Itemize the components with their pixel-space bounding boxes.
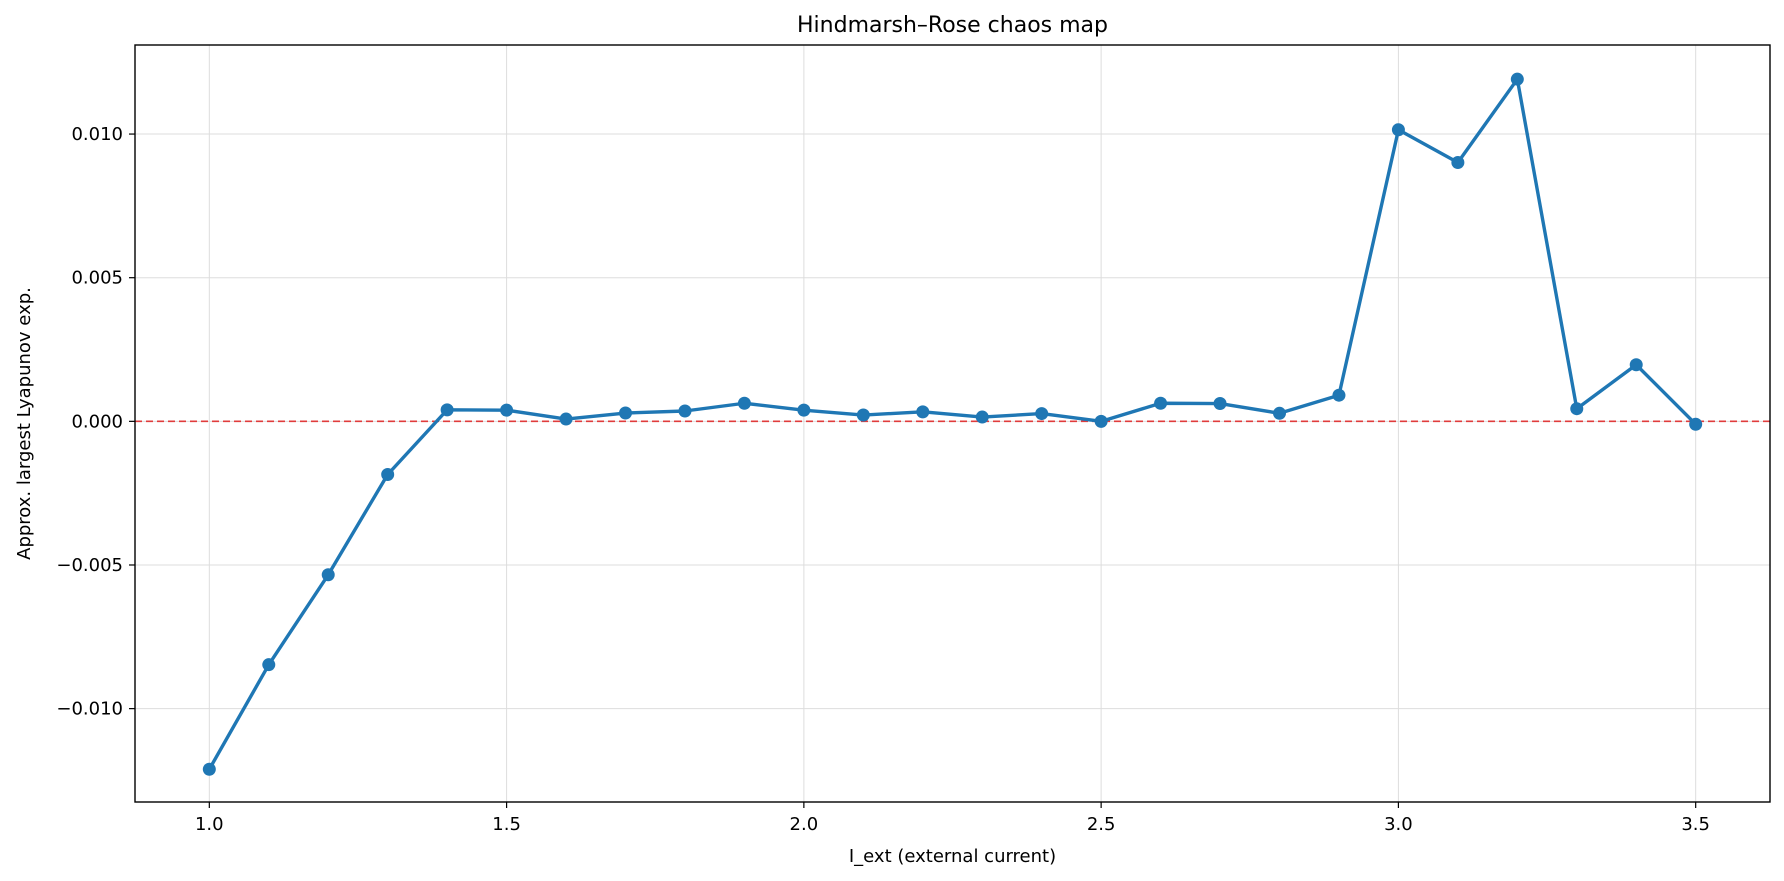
data-point: [321, 568, 335, 582]
x-tick-label: 2.5: [1087, 814, 1116, 835]
data-point: [1451, 156, 1465, 170]
y-tick-label: 0.010: [71, 124, 123, 145]
data-point: [1332, 388, 1346, 402]
data-point: [1273, 406, 1286, 420]
data-point: [1570, 402, 1584, 416]
x-tick-label: 1.5: [492, 814, 521, 835]
data-point: [1094, 414, 1108, 428]
y-tick-label: 0.005: [71, 268, 123, 289]
data-point: [619, 406, 632, 420]
plot-frame: [134, 44, 1771, 803]
data-point: [1213, 397, 1227, 411]
data-point: [797, 403, 811, 417]
x-tick-label: 3.5: [1681, 814, 1710, 835]
data-point: [1689, 417, 1703, 431]
x-tick-label: 2.0: [790, 814, 819, 835]
data-point: [1629, 358, 1643, 372]
axis-ticks: 1.0 1.5 2.0 2.5 3.0 3.5 −0.010 −0.005 0.000 0.005…: [56, 124, 1710, 835]
data-point: [262, 658, 276, 672]
data-point: [975, 410, 989, 424]
data-point: [856, 408, 870, 422]
y-tick-label: −0.010: [56, 699, 123, 720]
series-layer: [202, 72, 1703, 776]
chart-title: Hindmarsh–Rose chaos map: [797, 13, 1108, 38]
data-point: [1154, 396, 1168, 410]
y-axis-label: Approx. largest Lyapunov exp.: [14, 287, 35, 560]
data-point: [916, 405, 930, 419]
data-point: [500, 403, 514, 417]
y-tick-label: −0.005: [56, 555, 123, 576]
data-point: [1391, 123, 1405, 137]
x-tick-label: 1.0: [195, 814, 224, 835]
data-point: [1510, 72, 1524, 86]
data-point: [381, 467, 395, 481]
data-point: [678, 404, 692, 418]
data-point: [1035, 407, 1049, 421]
data-point: [202, 762, 216, 776]
x-axis-label: I_ext (external current): [849, 846, 1056, 867]
data-point: [440, 403, 454, 417]
series-line: [207, 77, 1697, 771]
data-point: [737, 396, 751, 410]
y-tick-label: 0.000: [71, 411, 123, 432]
x-tick-label: 3.0: [1384, 814, 1413, 835]
data-point: [559, 412, 573, 426]
grid: [135, 45, 1770, 802]
